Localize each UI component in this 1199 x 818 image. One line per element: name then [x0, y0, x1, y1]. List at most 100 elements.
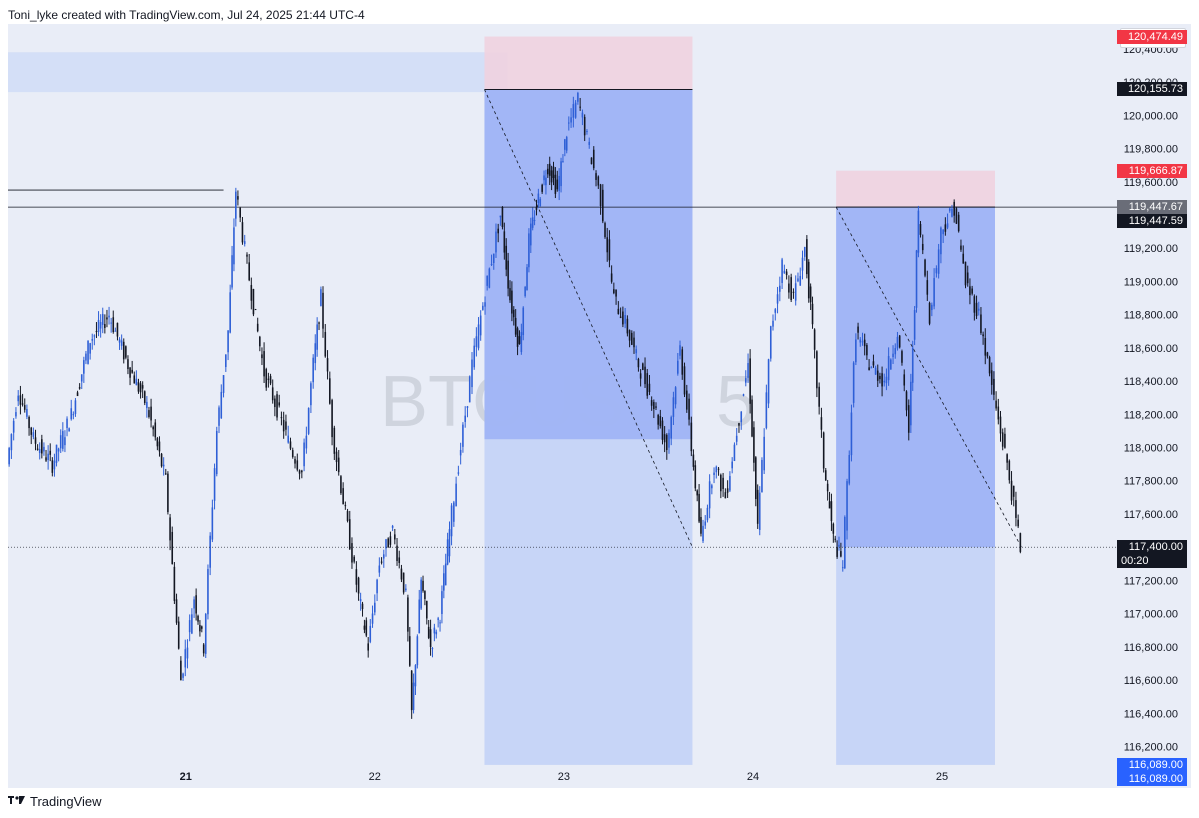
candle-body [977, 308, 980, 311]
candle-body [944, 224, 947, 232]
candle-body [294, 458, 296, 464]
candle-body [522, 307, 525, 336]
candle-body [484, 302, 486, 307]
candle-body [175, 599, 178, 623]
candle-body [690, 422, 693, 452]
candle-body [199, 625, 201, 632]
candle-body [688, 398, 690, 420]
candle-body [666, 434, 668, 450]
candle-body [876, 370, 879, 381]
candle-body [298, 470, 301, 474]
price-chart[interactable]: BTCUSD, 5116,200.00116,400.00116,600.001… [8, 24, 1191, 788]
candle-body [840, 551, 842, 557]
candle-body [715, 466, 718, 473]
candle-body [318, 322, 320, 324]
candle-body [807, 261, 810, 299]
candle-body [158, 441, 161, 452]
candle-body [694, 465, 697, 489]
chart-area[interactable]: BTCUSD, 5116,200.00116,400.00116,600.001… [8, 24, 1191, 788]
candle-body [921, 243, 924, 251]
candle-body [446, 539, 449, 565]
candle-body [429, 629, 432, 647]
candle-body [783, 270, 786, 274]
candle-body [767, 359, 770, 404]
candle-body [416, 636, 419, 666]
candle-body [435, 631, 438, 635]
candle-body [1008, 460, 1011, 481]
candle-body [241, 222, 244, 243]
candle-body [655, 406, 657, 408]
candle-body [261, 354, 263, 359]
candle-body [901, 351, 903, 363]
candle-body [765, 392, 768, 428]
candle-body [639, 373, 642, 379]
trend-line-2 [835, 206, 1022, 548]
candle-body [744, 378, 747, 383]
candle-body [844, 517, 846, 569]
candle-body [420, 579, 422, 609]
candle-body [590, 157, 593, 165]
candle-body [738, 423, 740, 426]
candle-body [53, 460, 56, 470]
candle-body [892, 353, 894, 358]
candle-body [191, 614, 193, 634]
candle-body [337, 457, 340, 473]
candle-body [351, 543, 353, 563]
candle-body [547, 168, 549, 175]
candle-body [648, 383, 651, 393]
candle-body [524, 287, 526, 297]
candle-body [83, 360, 85, 374]
candle-body [740, 411, 743, 423]
candle-body [68, 428, 70, 432]
candle-body [962, 253, 965, 264]
candle-body [613, 289, 615, 294]
candle-body [444, 563, 447, 586]
candle-body [87, 340, 89, 364]
candle-body [495, 231, 497, 253]
candle-body [753, 427, 755, 463]
candle-body [628, 330, 631, 341]
candle-body [227, 330, 229, 353]
candle-body [834, 538, 837, 540]
candle-body [482, 305, 484, 310]
candle-body [213, 468, 216, 501]
candle-body [761, 459, 763, 493]
candle-body [267, 378, 270, 380]
candle-body [937, 249, 940, 274]
candle-body [644, 366, 646, 385]
candle-body [679, 345, 681, 356]
candle-body [320, 289, 322, 306]
candle-body [499, 215, 502, 218]
candle-body [169, 517, 171, 541]
y-tick-label: 118,400.00 [1124, 376, 1178, 388]
candle-body [59, 435, 62, 449]
candle-body [586, 131, 588, 133]
y-tick-label: 120,000.00 [1123, 110, 1178, 122]
candle-body [751, 399, 753, 437]
y-tick-label: 117,600.00 [1124, 509, 1178, 521]
candle-body [735, 435, 738, 442]
candle-body [505, 245, 508, 270]
candle-body [742, 394, 745, 396]
candle-body [312, 357, 314, 383]
candle-body [296, 460, 299, 470]
candle-body [1006, 454, 1008, 463]
candle-body [287, 435, 290, 443]
candle-body [301, 470, 303, 473]
candle-body [672, 397, 675, 417]
candle-body [535, 206, 538, 210]
candle-body [374, 602, 376, 613]
candle-body [984, 338, 987, 356]
candle-body [376, 579, 378, 594]
candle-body [828, 501, 831, 509]
candle-body [756, 489, 759, 524]
candle-body [307, 407, 310, 434]
candle-body [1017, 519, 1019, 527]
candle-body [801, 257, 804, 271]
candle-body [340, 476, 342, 494]
candle-body [127, 359, 129, 370]
candle-body [931, 304, 933, 311]
candle-body [940, 227, 942, 255]
candle-body [182, 673, 184, 678]
y-tick-label: 119,800.00 [1124, 144, 1178, 156]
